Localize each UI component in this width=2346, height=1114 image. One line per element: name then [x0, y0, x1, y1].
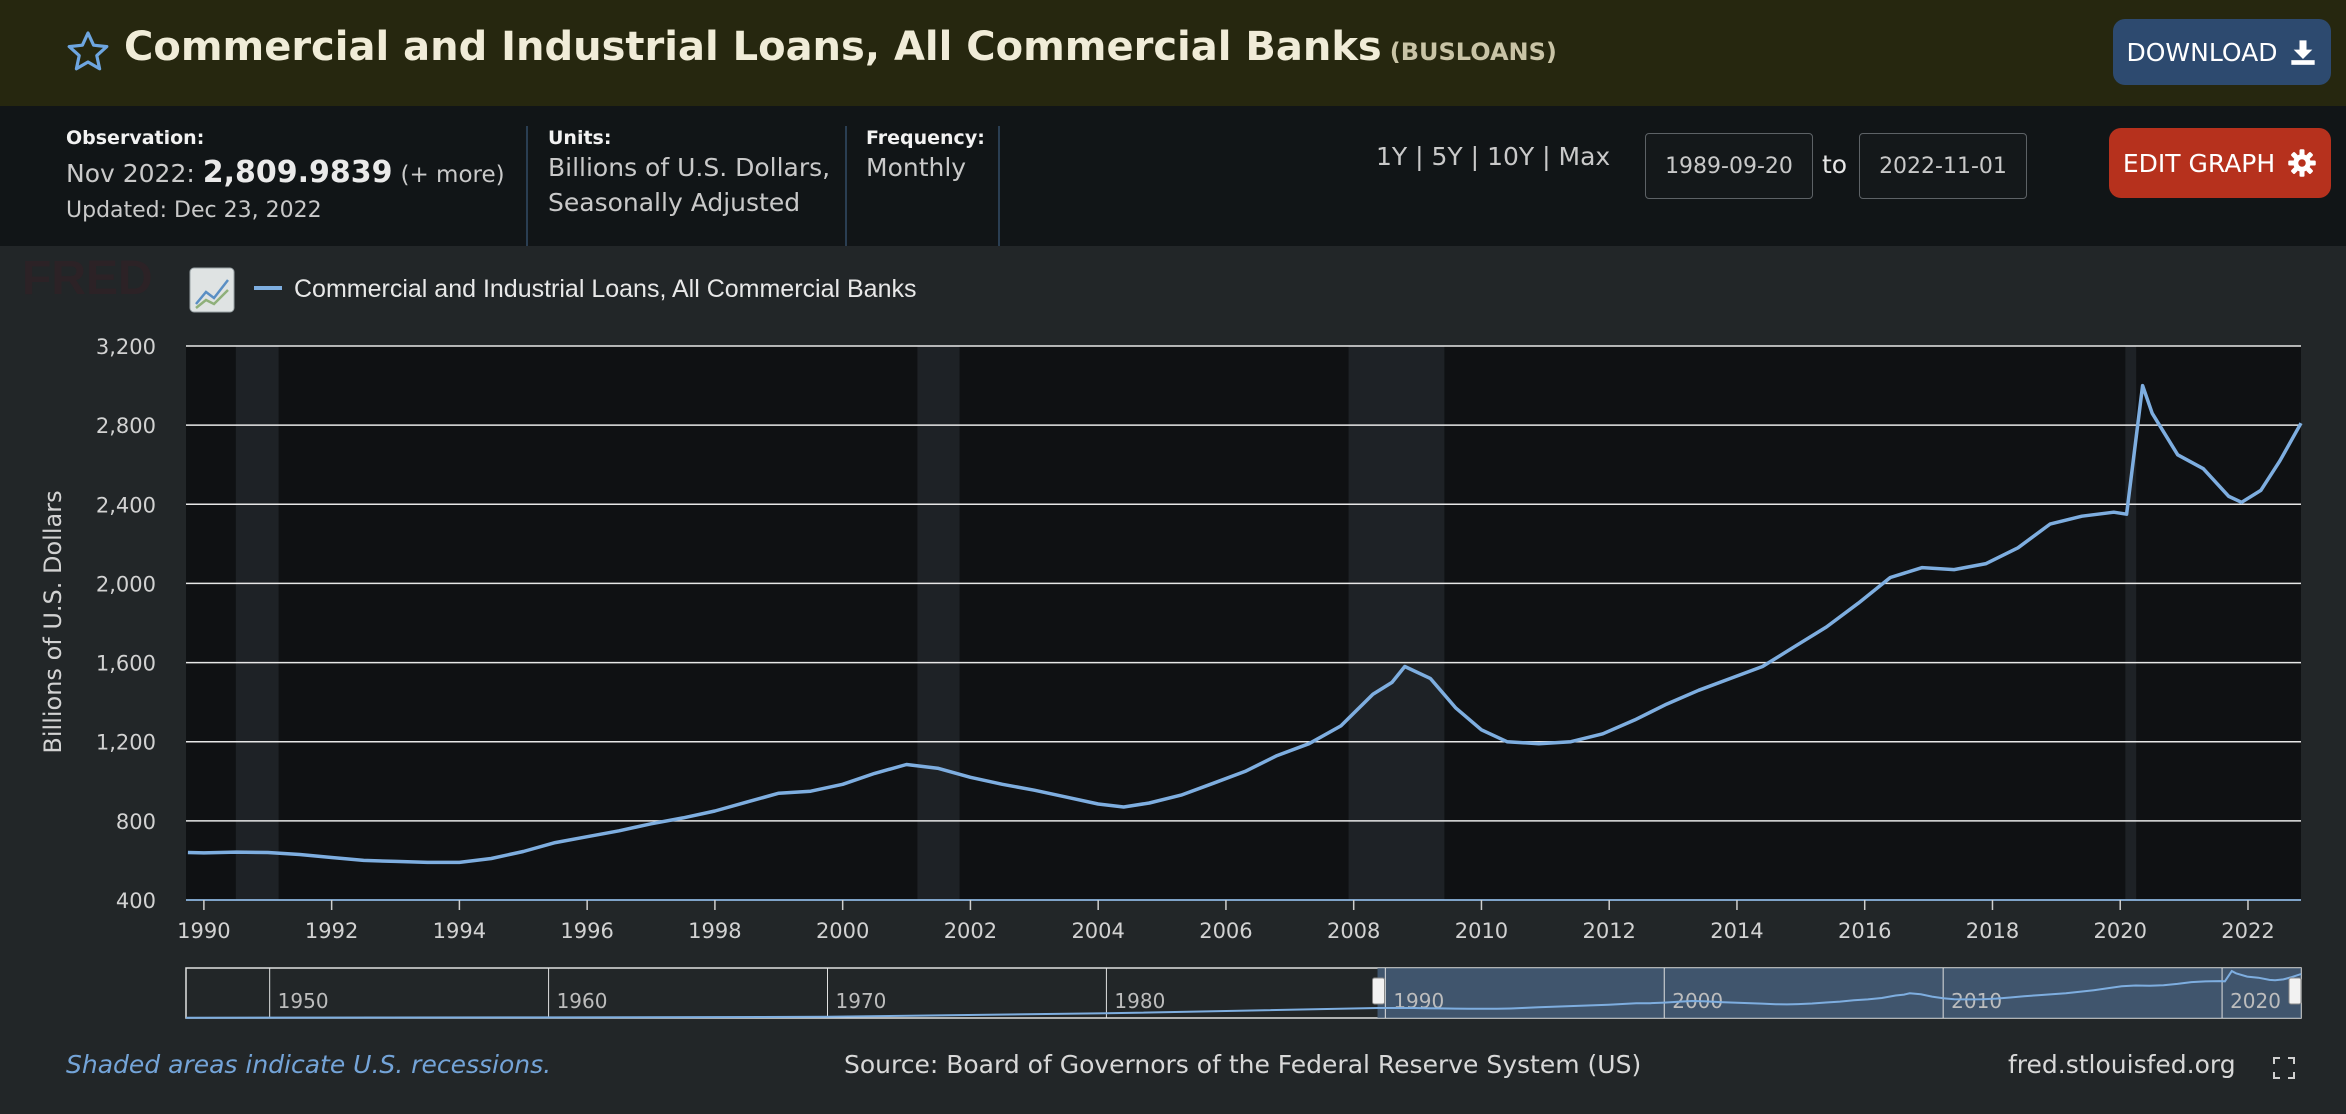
observation-value: 2,809.9839 [202, 155, 393, 190]
x-tick-label: 1994 [433, 919, 486, 943]
navigator-series [185, 969, 2302, 1019]
range-separator: | [1470, 142, 1480, 171]
legend-label: Commercial and Industrial Loans, All Com… [294, 275, 916, 303]
x-tick-label: 1996 [560, 919, 613, 943]
y-tick-label: 2,800 [96, 414, 156, 438]
navigator-tick-label: 2020 [2230, 989, 2281, 1013]
gear-icon [2288, 149, 2316, 177]
download-button[interactable]: DOWNLOAD [2113, 19, 2331, 85]
frequency-label: Frequency: [866, 127, 985, 149]
units-label: Units: [548, 127, 612, 149]
to-label: to [1822, 150, 1848, 179]
x-tick-label: 2016 [1838, 919, 1891, 943]
divider [526, 126, 528, 246]
navigator-tick-label: 1960 [557, 989, 608, 1013]
plot-area [186, 346, 2301, 900]
chart: FRED Commercial and Industrial Loans, Al… [22, 252, 2303, 1019]
observation-row: Nov 2022: 2,809.9839 (+ more) [66, 155, 505, 193]
y-tick-label: 3,200 [96, 335, 156, 359]
y-tick-label: 2,000 [96, 572, 156, 596]
navigator-handle-left[interactable] [1372, 977, 1386, 1005]
range-separator: | [1542, 142, 1551, 171]
star-icon[interactable] [64, 28, 112, 76]
recession-note: Shaded areas indicate U.S. recessions. [66, 1050, 552, 1079]
x-tick-label: 2002 [944, 919, 997, 943]
x-tick-label: 2008 [1327, 919, 1380, 943]
range-10y[interactable]: 10Y [1487, 142, 1535, 171]
x-tick-label: 2020 [2093, 919, 2146, 943]
recession-band [2125, 346, 2137, 900]
y-tick-label: 400 [116, 889, 156, 913]
download-label: DOWNLOAD [2126, 37, 2278, 67]
site-link[interactable]: fred.stlouisfed.org [2008, 1050, 2236, 1079]
source-text: Source: Board of Governors of the Federa… [844, 1050, 1642, 1079]
observation-label: Observation: [66, 127, 205, 149]
navigator-selection [1377, 968, 2301, 1018]
fullscreen-icon[interactable] [2272, 1056, 2296, 1080]
x-tick-label: 2006 [1199, 919, 1252, 943]
x-tick-label: 2014 [1710, 919, 1763, 943]
updated-date: Updated: Dec 23, 2022 [66, 198, 322, 223]
page-title: Commercial and Industrial Loans, All Com… [124, 24, 1557, 70]
x-tick-label: 2022 [2221, 919, 2274, 943]
frequency-value: Monthly [866, 153, 967, 182]
navigator[interactable]: 1950 1960 1970 1980 1990 2000 2010 2020 [185, 967, 2302, 1019]
series-id: (BUSLOANS) [1389, 38, 1557, 66]
download-icon [2291, 40, 2316, 65]
y-tick-label: 1,200 [96, 731, 156, 755]
navigator-tick-label: 2010 [1951, 989, 2002, 1013]
observation-more-link[interactable]: (+ more) [400, 162, 505, 188]
navigator-tick-label: 1970 [836, 989, 887, 1013]
recession-band [917, 346, 960, 900]
y-axis-label: Billions of U.S. Dollars [39, 490, 67, 753]
x-tick-label: 2004 [1071, 919, 1124, 943]
divider [998, 126, 1000, 246]
navigator-tick-label: 1990 [1393, 989, 1444, 1013]
units-line-1: Billions of U.S. Dollars, [548, 153, 831, 182]
range-5y[interactable]: 5Y [1431, 142, 1463, 171]
x-tick-label: 2010 [1455, 919, 1508, 943]
x-tick-label: 1990 [177, 919, 230, 943]
units-line-2: Seasonally Adjusted [548, 188, 801, 217]
y-tick-label: 2,400 [96, 493, 156, 517]
series-line [187, 383, 2303, 865]
fred-logo: FRED [22, 252, 153, 305]
x-tick-label: 1998 [688, 919, 741, 943]
divider [845, 126, 847, 246]
x-tick-label: 2018 [1966, 919, 2019, 943]
range-selector: 1Y | 5Y | 10Y | Max [1376, 142, 1610, 171]
observation-date: Nov 2022: [66, 159, 195, 188]
title-bar: Commercial and Industrial Loans, All Com… [0, 0, 2346, 106]
end-date-input[interactable]: 2022-11-01 [1859, 133, 2027, 199]
navigator-tick-label: 1980 [1114, 989, 1165, 1013]
edit-graph-button[interactable]: EDIT GRAPH [2109, 128, 2331, 198]
x-tick-label: 2000 [816, 919, 869, 943]
start-date-input[interactable]: 1989-09-20 [1645, 133, 1813, 199]
x-tick-label: 2012 [1582, 919, 1635, 943]
y-tick-label: 1,600 [96, 652, 156, 676]
series-title: Commercial and Industrial Loans, All Com… [124, 24, 1382, 70]
y-tick-label: 800 [116, 810, 156, 834]
range-max[interactable]: Max [1558, 142, 1611, 171]
edit-graph-label: EDIT GRAPH [2122, 148, 2276, 178]
recession-band [235, 346, 279, 900]
recession-band [1348, 346, 1445, 900]
range-separator: | [1415, 142, 1424, 171]
navigator-tick-label: 1950 [278, 989, 329, 1013]
range-1y[interactable]: 1Y [1376, 142, 1408, 171]
navigator-handle-right[interactable] [2288, 977, 2302, 1005]
x-tick-label: 1992 [305, 919, 358, 943]
line-chart-icon[interactable] [189, 267, 235, 313]
